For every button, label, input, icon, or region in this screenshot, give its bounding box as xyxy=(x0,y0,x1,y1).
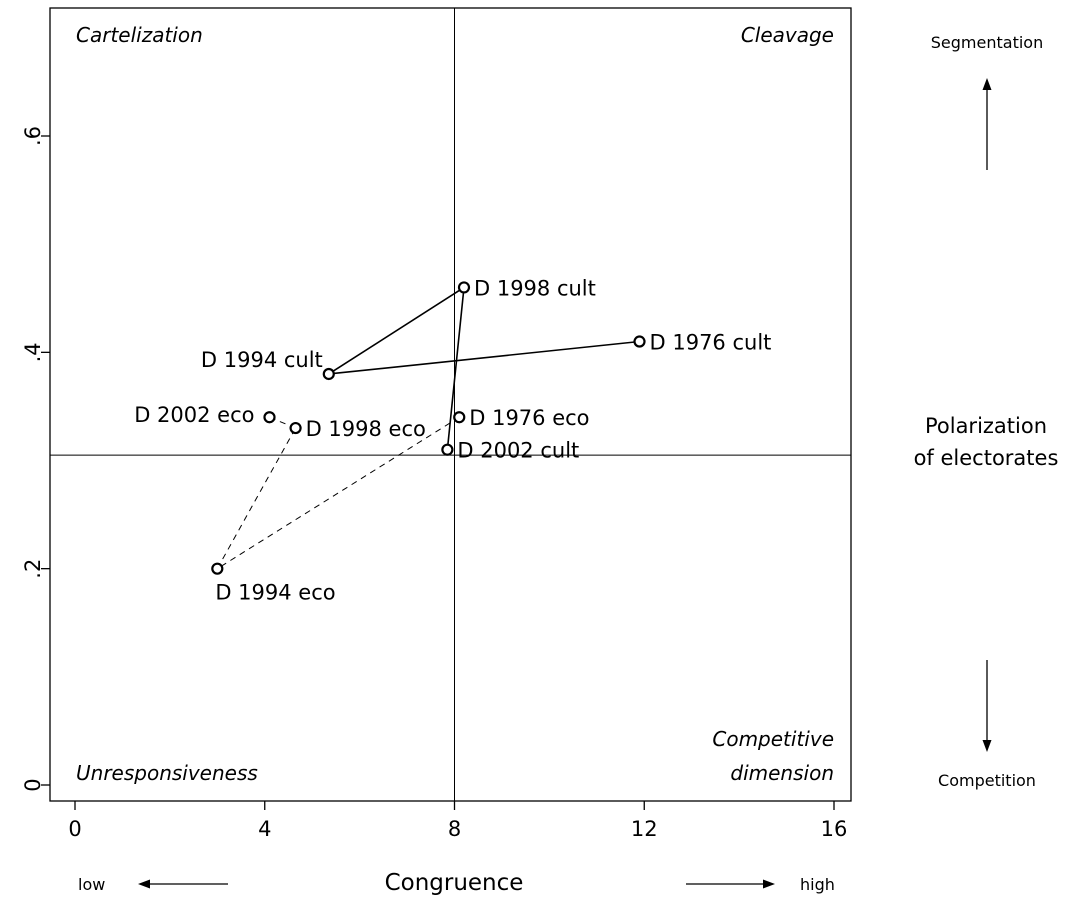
points-layer: D 1976 cult D 1994 cult D 1998 cult D 2002 … xyxy=(134,276,771,604)
quadrant-label-top-left: Cartelization xyxy=(76,23,203,47)
arrow-down-head xyxy=(982,740,992,752)
annotation-competition: Competition xyxy=(938,771,1036,790)
data-point xyxy=(633,335,646,348)
quadrant-label-bottom-right-line2: dimension xyxy=(730,761,834,785)
y-tick-label: .2 xyxy=(21,559,45,579)
quadrant-label-top-right: Cleavage xyxy=(741,23,834,47)
data-point-label: D 1998 eco xyxy=(306,417,426,441)
path-segment-eco xyxy=(216,427,297,569)
arrow-up-head xyxy=(982,78,992,90)
x-tick-label: 0 xyxy=(68,817,81,841)
arrow-left-head xyxy=(138,879,150,889)
data-point-label: D 1994 cult xyxy=(201,348,323,372)
x-axis-title: Congruence xyxy=(385,870,524,896)
arrow-right-head xyxy=(763,879,775,889)
y-tick-label: 0 xyxy=(21,778,45,791)
x-tick-label: 16 xyxy=(821,817,848,841)
quadrant-label-bottom-left: Unresponsiveness xyxy=(76,761,258,785)
data-point xyxy=(322,367,335,381)
data-point-label: D 1976 eco xyxy=(469,406,589,430)
annotation-low: low xyxy=(78,875,105,894)
x-tick-label: 4 xyxy=(258,817,271,841)
annotation-polarization-line2: of electorates xyxy=(914,446,1059,470)
quadrant-label-bottom-right-line1: Competitive xyxy=(712,727,834,751)
data-point xyxy=(211,562,224,575)
annotation-high: high xyxy=(800,875,835,894)
data-point xyxy=(289,421,302,435)
y-tick-label: .6 xyxy=(21,126,45,146)
data-point xyxy=(263,411,276,424)
y-tick-label: .4 xyxy=(21,342,45,362)
data-point-label: D 2002 eco xyxy=(134,403,254,427)
data-point-label: D 1976 cult xyxy=(650,331,772,355)
paths-layer xyxy=(216,286,640,570)
annotation-polarization-line1: Polarization xyxy=(925,414,1047,438)
path-segment-cult xyxy=(328,286,465,375)
data-point-label: D 1998 cult xyxy=(474,276,596,300)
path-segment-cult xyxy=(328,340,640,375)
data-point-label: D 2002 cult xyxy=(457,439,579,463)
x-tick-label: 12 xyxy=(631,817,658,841)
data-point xyxy=(457,281,471,294)
x-tick-label: 8 xyxy=(448,817,461,841)
data-point-label: D 1994 eco xyxy=(215,581,335,605)
plot-frame xyxy=(49,7,852,802)
axes-layer: 0 4 8 12 16 0 .2 .4 .6 xyxy=(21,126,847,841)
data-point xyxy=(453,411,466,424)
annotation-segmentation: Segmentation xyxy=(931,33,1043,52)
path-segment-eco xyxy=(217,416,460,570)
path-segment-cult xyxy=(446,287,465,450)
data-point xyxy=(441,443,454,456)
